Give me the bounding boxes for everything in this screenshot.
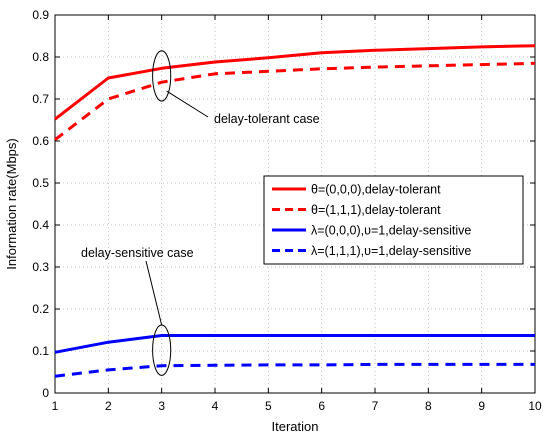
y-tick-label: 0.2 (32, 302, 49, 316)
series-line-4 (54, 362, 535, 378)
series-lines (54, 44, 536, 378)
series-line-1 (54, 44, 536, 121)
y-tick-label: 0.8 (32, 50, 49, 64)
annotation-leader-sensitive (145, 260, 163, 326)
x-axis-label: Iteration (272, 419, 319, 434)
y-tick-label: 0 (42, 386, 49, 400)
y-axis-label: Information rate(Mbps) (4, 138, 19, 270)
y-tick-label: 0.6 (32, 134, 49, 148)
axis-ticks: 1 2 3 4 5 6 7 8 9 10 0 0.1 0.2 0.3 0.4 0.5 0.6 0.7 0.8 0.9 (32, 8, 542, 413)
x-tick-label: 5 (265, 399, 272, 413)
annotation-text-tolerant: delay-tolerant case (214, 112, 320, 126)
series-line-2 (54, 61, 536, 141)
annotation-ellipse-tolerant (152, 50, 172, 102)
x-tick-label: 6 (318, 399, 325, 413)
annotations: delay-tolerant case delay-sensitive case (81, 50, 320, 376)
legend-label-1: θ=(0,0,0),delay-tolerant (311, 183, 441, 197)
x-tick-label: 7 (372, 399, 379, 413)
y-tick-label: 0.1 (32, 344, 49, 358)
x-tick-label: 9 (478, 399, 485, 413)
plot-frame (54, 14, 536, 394)
legend-label-4: λ=(1,1,1),υ=1,delay-sensitive (311, 244, 471, 258)
annotation-leader-tolerant (166, 90, 209, 118)
annotation-text-sensitive: delay-sensitive case (81, 246, 194, 260)
legend-items: θ=(0,0,0),delay-tolerant θ=(1,1,1),delay-… (272, 183, 471, 258)
x-tick-label: 10 (528, 399, 542, 413)
y-tick-label: 0.7 (32, 92, 49, 106)
x-tick-label: 1 (52, 399, 59, 413)
legend: θ=(0,0,0),delay-tolerant θ=(1,1,1),delay-… (263, 175, 524, 265)
legend-box (263, 175, 524, 265)
series-line-3 (54, 334, 535, 354)
y-tick-label: 0.5 (32, 176, 49, 190)
legend-label-2: θ=(1,1,1),delay-tolerant (311, 203, 441, 217)
y-tick-label: 0.3 (32, 260, 49, 274)
x-tick-label: 8 (425, 399, 432, 413)
y-tick-label: 0.4 (32, 218, 49, 232)
x-tick-label: 3 (158, 399, 165, 413)
legend-label-3: λ=(0,0,0),υ=1,delay-sensitive (311, 224, 471, 238)
x-tick-label: 2 (105, 399, 112, 413)
x-tick-label: 4 (212, 399, 219, 413)
y-tick-label: 0.9 (32, 8, 49, 22)
